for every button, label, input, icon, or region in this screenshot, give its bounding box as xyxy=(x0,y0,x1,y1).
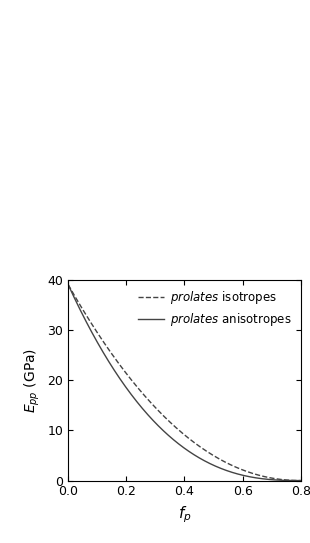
$\it{prolates}$ anisotropes xyxy=(205,459,208,465)
$\it{prolates}$ anisotropes xyxy=(192,451,196,458)
$\it{prolates}$ anisotropes xyxy=(178,441,182,448)
$\it{prolates}$ anisotropes xyxy=(299,477,303,484)
$\it{prolates}$ anisotropes xyxy=(177,440,180,447)
$\it{prolates}$ isotropes xyxy=(257,472,261,478)
$\it{prolates}$ isotropes xyxy=(178,428,182,434)
Line: $\it{prolates}$ anisotropes: $\it{prolates}$ anisotropes xyxy=(68,285,301,481)
$\it{prolates}$ isotropes xyxy=(293,477,297,484)
$\it{prolates}$ isotropes xyxy=(66,281,70,288)
$\it{prolates}$ anisotropes xyxy=(257,475,261,482)
$\it{prolates}$ anisotropes xyxy=(293,477,297,484)
Line: $\it{prolates}$ isotropes: $\it{prolates}$ isotropes xyxy=(68,285,301,481)
$\it{prolates}$ isotropes xyxy=(177,427,180,433)
Legend: $\it{prolates}$ isotropes, $\it{prolates}$ anisotropes: $\it{prolates}$ isotropes, $\it{prolates… xyxy=(134,286,295,331)
Y-axis label: $E_{pp}$ (GPa): $E_{pp}$ (GPa) xyxy=(23,348,42,413)
X-axis label: $f_p$: $f_p$ xyxy=(178,504,191,525)
$\it{prolates}$ isotropes xyxy=(205,448,208,454)
$\it{prolates}$ isotropes xyxy=(299,477,303,484)
$\it{prolates}$ isotropes xyxy=(192,439,196,446)
$\it{prolates}$ anisotropes xyxy=(66,281,70,288)
